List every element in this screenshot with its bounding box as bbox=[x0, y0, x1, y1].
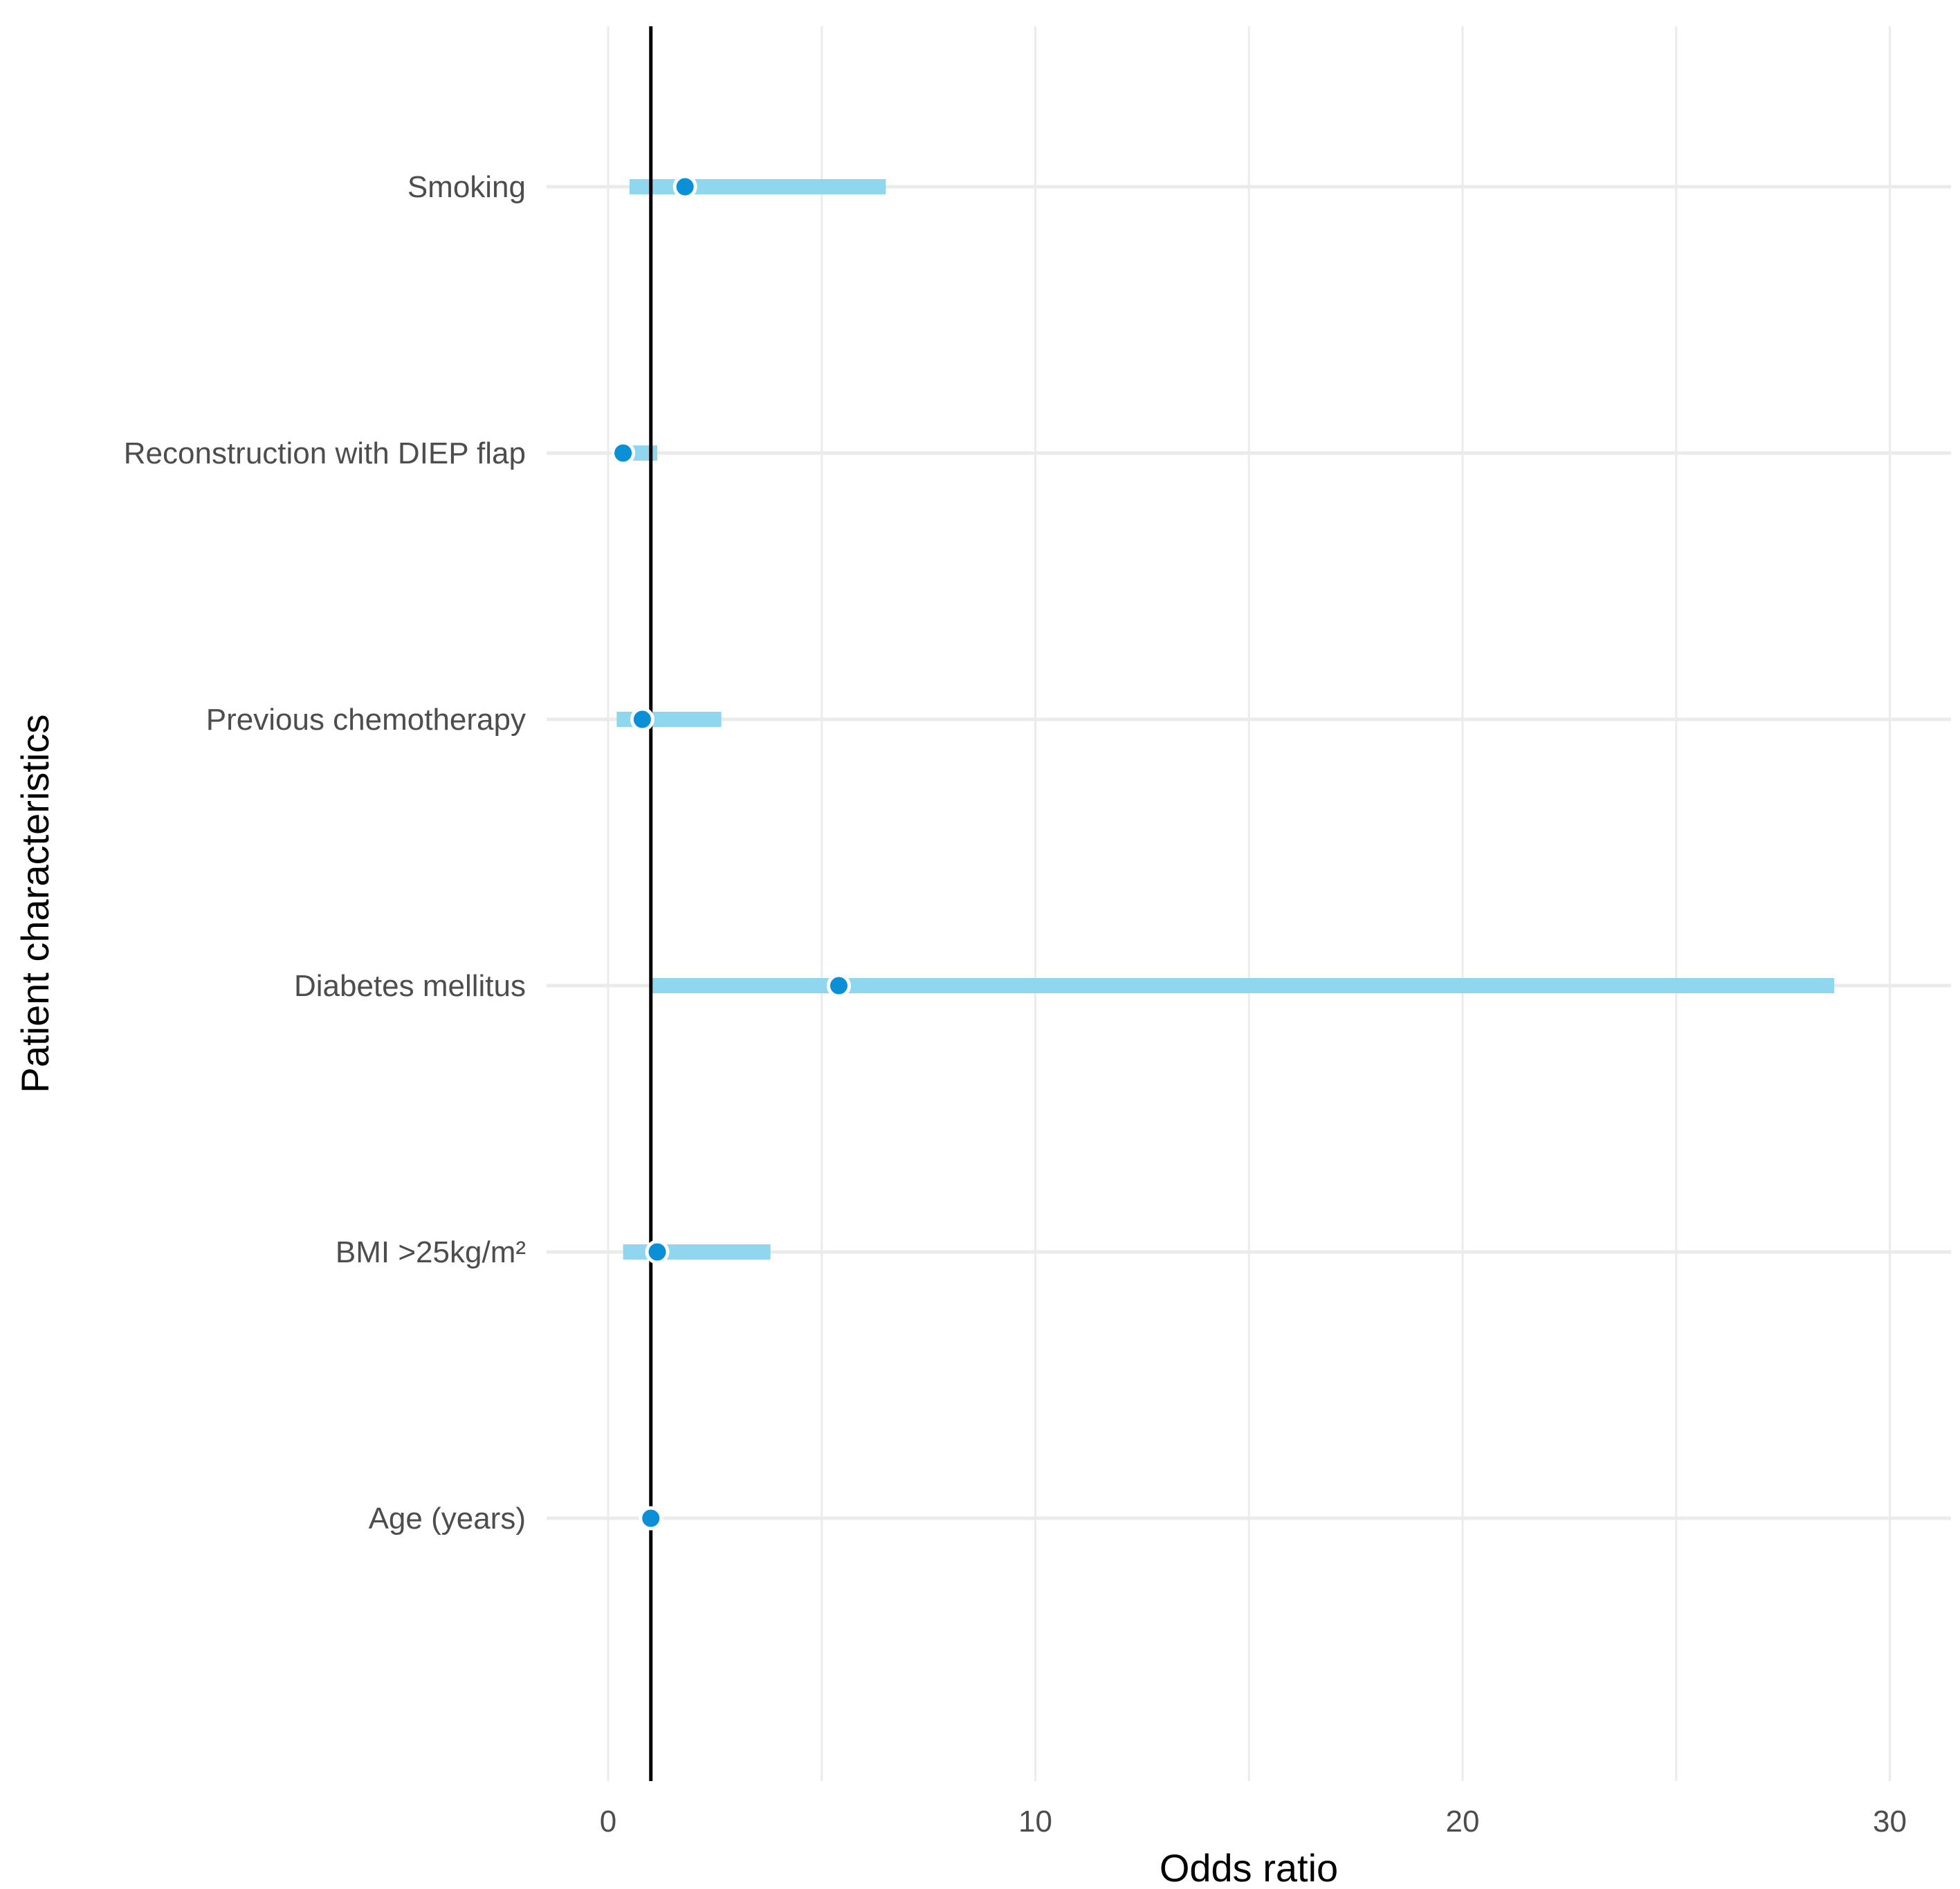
x-axis-title: Odds ratio bbox=[1160, 1846, 1338, 1889]
y-tick-label: Diabetes mellitus bbox=[294, 969, 526, 1003]
y-tick-label: BMI >25kg/m² bbox=[336, 1235, 526, 1269]
point-estimate bbox=[611, 441, 636, 466]
x-tick-label: 10 bbox=[1018, 1805, 1052, 1839]
x-tick-label: 30 bbox=[1873, 1805, 1907, 1839]
y-axis-title: Patient characteristics bbox=[13, 715, 57, 1094]
y-tick-label: Reconstruction with DIEP flap bbox=[124, 436, 526, 470]
x-tick-label: 0 bbox=[600, 1805, 616, 1839]
y-tick-label: Smoking bbox=[407, 170, 526, 204]
point-estimate bbox=[639, 1506, 663, 1531]
point-estimate bbox=[645, 1240, 670, 1264]
x-tick-label: 20 bbox=[1446, 1805, 1480, 1839]
point-estimate bbox=[826, 973, 851, 998]
x-tick-labels: 0 10 20 30 bbox=[600, 1805, 1907, 1839]
grid-layer bbox=[547, 26, 1951, 1781]
point-estimate bbox=[630, 707, 654, 732]
confidence-intervals bbox=[616, 179, 1835, 1526]
point-estimates bbox=[611, 174, 851, 1531]
y-tick-label: Previous chemotherapy bbox=[206, 703, 526, 737]
category-labels: Smoking Reconstruction with DIEP flap Prev… bbox=[124, 170, 526, 1536]
point-estimate bbox=[672, 174, 697, 199]
y-tick-label: Age (years) bbox=[369, 1502, 526, 1536]
